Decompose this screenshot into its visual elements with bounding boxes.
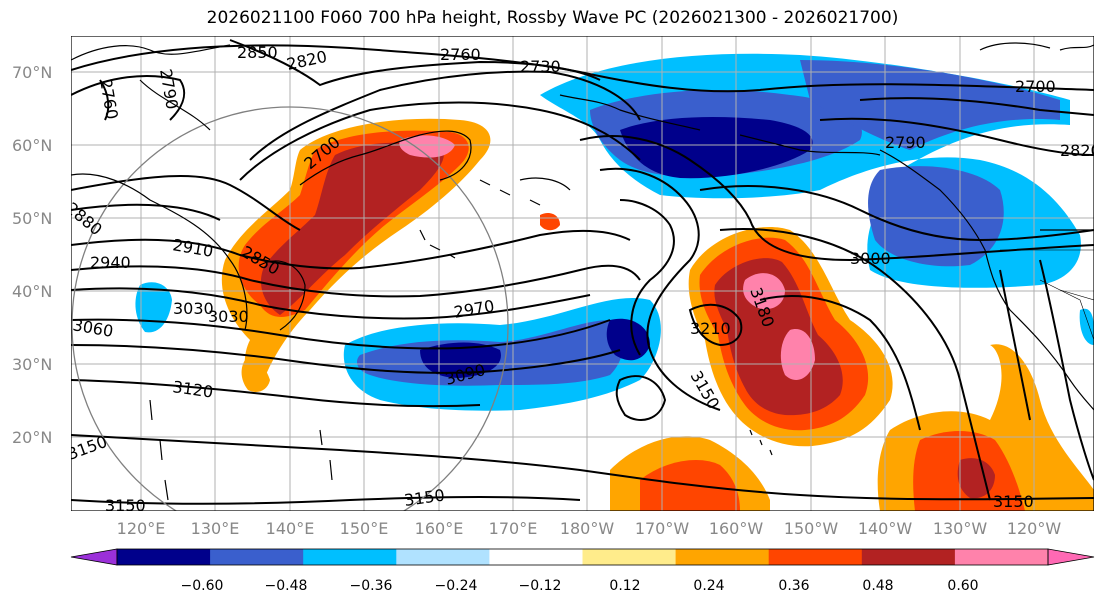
contour-label: 3000 xyxy=(850,249,891,268)
colorbar-segment xyxy=(861,549,956,565)
colorbar-segment xyxy=(582,549,677,565)
lat-label: 30°N xyxy=(12,355,52,374)
colorbar-tick-label: −0.60 xyxy=(181,578,224,594)
contour-label: 2730 xyxy=(520,57,561,76)
lat-label: 70°N xyxy=(12,63,52,82)
colorbar-tick-label: 0.36 xyxy=(778,578,809,594)
colorbar-tick-label: −0.12 xyxy=(519,578,562,594)
colorbar-min-extension xyxy=(70,548,118,566)
colorbar-frame xyxy=(116,548,1049,566)
positive-anomaly-shading xyxy=(221,118,1094,511)
lon-label: 170°E xyxy=(489,519,538,538)
reference-circle xyxy=(71,106,509,511)
lon-label: 170°W xyxy=(635,519,690,538)
lon-label: 120°W xyxy=(1007,519,1062,538)
contour-label: 3150 xyxy=(105,496,146,515)
lon-label: 140°W xyxy=(858,519,913,538)
colorbar-tick-label: 0.24 xyxy=(693,578,724,594)
lat-label: 40°N xyxy=(12,282,52,301)
country-borders xyxy=(1000,249,1094,341)
colorbar-segment xyxy=(396,549,490,565)
lon-label: 160°E xyxy=(415,519,464,538)
colorbar-segment xyxy=(210,549,304,565)
lon-label: 150°E xyxy=(340,519,389,538)
colorbar-segment xyxy=(117,549,211,565)
lat-label: 60°N xyxy=(12,136,52,155)
longitude-labels: 120°E 130°E 140°E 150°E 160°E 170°E 180°… xyxy=(117,519,1062,538)
lat-label: 50°N xyxy=(12,209,52,228)
lon-label: 150°W xyxy=(784,519,839,538)
colorbar: −0.60 −0.48 −0.36 −0.24 −0.12 0.12 0.24 … xyxy=(70,548,1095,594)
colorbar-tick-label: −0.48 xyxy=(265,578,308,594)
contour-label: 2850 xyxy=(237,43,278,62)
colorbar-segment xyxy=(303,549,397,565)
contour-label: 2940 xyxy=(90,253,131,272)
colorbar-tick-label: −0.36 xyxy=(350,578,393,594)
contour-label: 3030 xyxy=(173,299,214,318)
colorbar-segment xyxy=(675,549,770,565)
contour-label: 2820 xyxy=(1060,141,1101,160)
lon-label: 180°W xyxy=(560,519,615,538)
colorbar-segment xyxy=(489,549,583,565)
colorbar-tick-label: 0.12 xyxy=(609,578,640,594)
negative-anomaly-shading xyxy=(135,53,1094,411)
lat-label: 20°N xyxy=(12,428,52,447)
colorbar-segment xyxy=(768,549,863,565)
colorbar-tick-label: −0.24 xyxy=(435,578,478,594)
lon-label: 130°W xyxy=(933,519,988,538)
contour-label: 3210 xyxy=(690,319,731,338)
map-plot-area: 2850 2820 2760 2730 2700 2760 2790 2880 … xyxy=(71,36,1101,515)
contour-label: 2700 xyxy=(1015,77,1056,96)
contour-label: 3150 xyxy=(993,492,1034,511)
latitude-labels: 70°N 60°N 50°N 40°N 30°N 20°N xyxy=(12,63,52,447)
lon-label: 130°E xyxy=(191,519,240,538)
map-title: 2026021100 F060 700 hPa height, Rossby W… xyxy=(206,8,899,28)
lon-label: 120°E xyxy=(117,519,166,538)
lon-label: 140°E xyxy=(266,519,315,538)
colorbar-max-extension xyxy=(1047,548,1095,566)
colorbar-tick-label: 0.48 xyxy=(862,578,893,594)
coastlines xyxy=(71,42,1094,501)
contour-label: 2760 xyxy=(440,45,481,64)
lon-label: 160°W xyxy=(709,519,764,538)
contour-label: 3030 xyxy=(208,307,249,326)
height-contours xyxy=(71,39,1094,505)
colorbar-tick-label: 0.60 xyxy=(947,578,978,594)
contour-label: 2790 xyxy=(885,133,926,152)
colorbar-segment xyxy=(954,549,1049,565)
